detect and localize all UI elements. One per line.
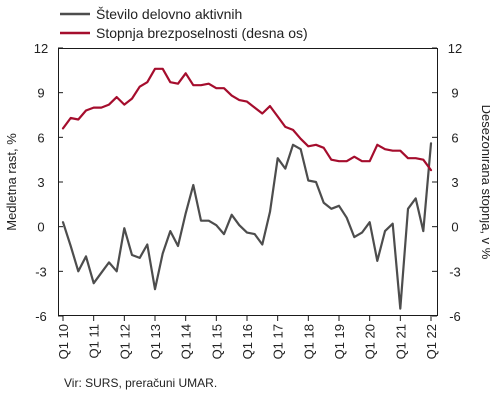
right-tick-label: -3	[449, 264, 461, 279]
x-tick-label: Q1 14	[179, 324, 194, 359]
x-axis-ticks: Q1 10 Q1 11 Q1 12 Q1 13 Q1 14 Q1 15 Q1 16 Q1 17…	[56, 316, 439, 359]
right-axis-title: Desezonirana stopnja, v %	[479, 105, 490, 260]
left-axis-ticks: -6 -3 0 3 6 9 12	[34, 41, 63, 324]
series-line-unemployment-rate	[61, 67, 433, 172]
x-tick-label: Q1 18	[301, 324, 316, 359]
left-axis-title: Medletna rast, %	[4, 133, 19, 231]
legend: Število delovno aktivnih Stopnja brezpos…	[60, 6, 308, 41]
source-note: Vir: SURS, preračuni UMAR.	[64, 376, 218, 390]
series-layer	[61, 67, 433, 310]
left-tick-label: 12	[34, 41, 48, 56]
right-tick-label: -6	[449, 309, 461, 324]
x-tick-label: Q1 22	[424, 324, 439, 359]
left-tick-label: 9	[37, 86, 44, 101]
right-tick-label: 3	[451, 175, 458, 190]
right-tick-label: 0	[451, 220, 458, 235]
x-tick-label: Q1 17	[271, 324, 286, 359]
x-tick-label: Q1 21	[393, 324, 408, 359]
left-tick-label: 0	[37, 220, 44, 235]
plot-frame	[58, 48, 438, 316]
x-tick-label: Q1 11	[87, 324, 102, 358]
right-tick-label: 6	[451, 130, 458, 145]
left-tick-label: 3	[37, 175, 44, 190]
x-tick-label: Q1 20	[363, 324, 378, 359]
left-tick-label: -3	[35, 264, 47, 279]
x-tick-label: Q1 13	[148, 324, 163, 359]
legend-label-employment: Število delovno aktivnih	[96, 6, 242, 22]
series-line-employment	[61, 142, 433, 310]
x-tick-label: Q1 15	[209, 324, 224, 359]
left-tick-label: 6	[37, 130, 44, 145]
x-tick-label: Q1 10	[56, 324, 71, 359]
x-tick-label: Q1 12	[117, 324, 132, 359]
legend-label-unemployment: Stopnja brezposelnosti (desna os)	[96, 25, 308, 41]
right-tick-label: 9	[451, 86, 458, 101]
x-tick-label: Q1 19	[332, 324, 347, 359]
right-axis-ticks: -6 -3 0 3 6 9 12	[432, 41, 462, 324]
x-tick-label: Q1 16	[240, 324, 255, 359]
right-tick-label: 12	[448, 41, 462, 56]
left-tick-label: -6	[35, 309, 47, 324]
